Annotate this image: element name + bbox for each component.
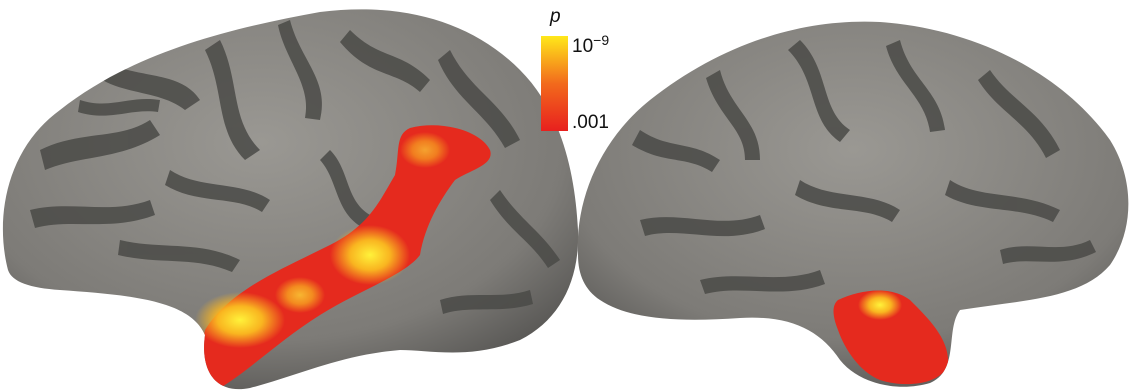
colorbar-label: p: [549, 6, 561, 27]
right-hemisphere: [577, 21, 1129, 387]
colorbar-top-label: 10−9: [572, 32, 609, 57]
colorbar-gradient: [541, 36, 568, 131]
colorbar: p 10−9 .001: [541, 6, 609, 133]
colorbar-top-exponent: −9: [593, 32, 609, 48]
left-hemisphere: [2, 9, 579, 390]
colorbar-bottom-label: .001: [572, 112, 609, 133]
colorbar-top-base: 10: [572, 36, 593, 57]
